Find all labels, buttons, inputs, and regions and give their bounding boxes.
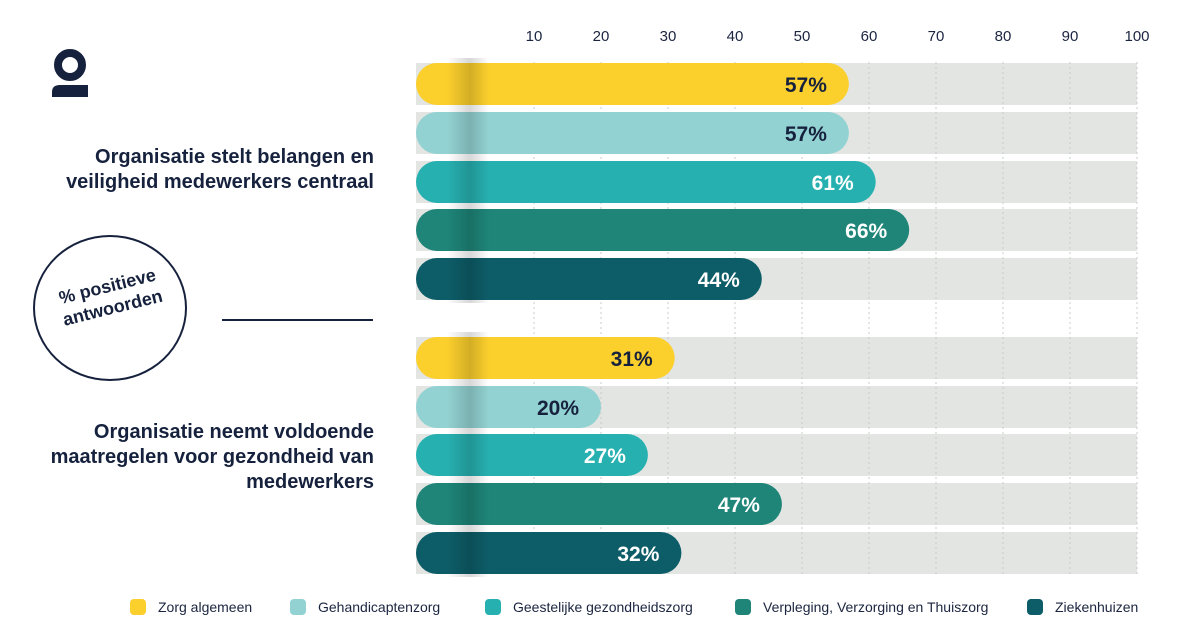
legend-label: Verpleging, Verzorging en Thuiszorg xyxy=(763,599,989,615)
legend-item-5: Ziekenhuizen xyxy=(1027,595,1138,619)
bar-label-2-2: 20% xyxy=(537,397,579,420)
zero-shadow-2 xyxy=(447,332,489,577)
bar-label-1-5: 44% xyxy=(698,269,740,292)
legend-swatch xyxy=(1027,599,1043,615)
x-tick-label-80: 80 xyxy=(995,28,1012,45)
zero-shadow-1 xyxy=(447,58,489,303)
legend-item-4: Verpleging, Verzorging en Thuiszorg xyxy=(735,595,988,619)
legend-label: Ziekenhuizen xyxy=(1055,599,1139,615)
bar-label-2-5: 32% xyxy=(617,543,659,566)
group-divider xyxy=(222,319,373,321)
x-tick-label-10: 10 xyxy=(526,28,543,45)
group-label-2: Organisatie neemt voldoende maatregelen … xyxy=(50,421,374,493)
bar-1-4 xyxy=(416,209,910,251)
bar-1-5 xyxy=(416,258,762,300)
percent-positive-badge: % positieve antwoorden xyxy=(33,235,187,381)
brand-logo-icon xyxy=(52,49,88,97)
legend: Zorg algemeen Gehandicaptenzorg Geestelijk… xyxy=(0,595,1200,619)
bar-chart: 10 20 30 40 50 60 70 80 90 100 57% 57% 61% 66% 44% 31% 2… xyxy=(416,28,1150,577)
bar-label-2-4: 47% xyxy=(718,494,760,517)
bar-1-1 xyxy=(416,63,849,105)
x-tick-label-60: 60 xyxy=(861,28,878,45)
legend-swatch xyxy=(485,599,501,615)
legend-swatch xyxy=(735,599,751,615)
bar-2-4 xyxy=(416,483,782,525)
group-label-1: Organisatie stelt belangen en veiligheid… xyxy=(66,146,374,193)
bar-1-3 xyxy=(416,161,876,203)
legend-swatch xyxy=(130,599,146,615)
bar-label-1-4: 66% xyxy=(845,220,887,243)
x-tick-label-70: 70 xyxy=(928,28,945,45)
bar-1-2 xyxy=(416,112,849,154)
x-tick-label-20: 20 xyxy=(593,28,610,45)
x-tick-label-50: 50 xyxy=(794,28,811,45)
x-tick-label-90: 90 xyxy=(1062,28,1079,45)
bar-label-2-1: 31% xyxy=(611,348,653,371)
legend-label: Zorg algemeen xyxy=(158,599,253,615)
x-tick-label-100: 100 xyxy=(1124,28,1149,45)
bar-label-1-2: 57% xyxy=(785,123,827,146)
legend-item-1: Zorg algemeen xyxy=(130,595,252,619)
legend-item-2: Gehandicaptenzorg xyxy=(290,595,440,619)
bar-label-1-1: 57% xyxy=(785,74,827,97)
bar-label-1-3: 61% xyxy=(812,172,854,195)
bar-label-2-3: 27% xyxy=(584,445,626,468)
x-tick-label-30: 30 xyxy=(660,28,677,45)
legend-item-3: Geestelijke gezondheidszorg xyxy=(485,595,693,619)
x-tick-label-40: 40 xyxy=(727,28,744,45)
legend-label: Geestelijke gezondheidszorg xyxy=(513,599,693,615)
legend-swatch xyxy=(290,599,306,615)
legend-label: Gehandicaptenzorg xyxy=(318,599,441,615)
